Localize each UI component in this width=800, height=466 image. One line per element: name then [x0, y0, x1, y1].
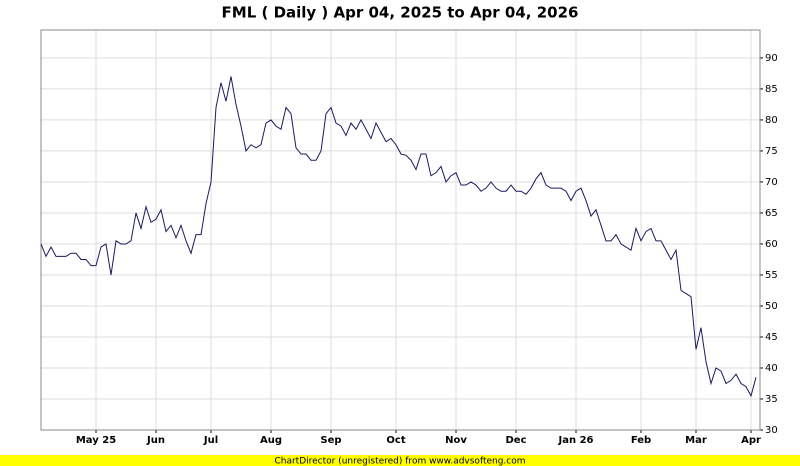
x-tick-label: Aug: [260, 435, 282, 446]
x-tick-label: Oct: [386, 435, 405, 446]
y-tick-label: 75: [765, 146, 778, 157]
y-tick-label: 40: [765, 363, 778, 374]
y-tick-label: 55: [765, 270, 778, 281]
x-tick-label: Dec: [505, 435, 526, 446]
x-tick-label: Feb: [631, 435, 651, 446]
x-tick-label: May 25: [76, 435, 116, 446]
x-tick-label: Mar: [685, 435, 707, 446]
y-tick-label: 90: [765, 53, 778, 64]
footer-bar: [0, 455, 800, 466]
chart-title: FML ( Daily ) Apr 04, 2025 to Apr 04, 20…: [222, 4, 579, 22]
plot-area: [41, 30, 760, 430]
plot-border: [40, 29, 761, 431]
y-tick-label: 80: [765, 115, 778, 126]
y-tick-label: 45: [765, 332, 778, 343]
footer-text: ChartDirector (unregistered) from www.ad…: [274, 457, 525, 466]
y-tick-label: 70: [765, 177, 778, 188]
y-tick-label: 35: [765, 394, 778, 405]
x-tick-label: Sep: [320, 435, 341, 446]
y-tick-label: 50: [765, 301, 778, 312]
y-tick-label: 30: [765, 425, 778, 436]
y-tick-label: 65: [765, 208, 778, 219]
price-line: [40, 76, 757, 398]
x-tick-label: Jan 26: [558, 435, 594, 446]
x-tick-label: Jul: [203, 435, 218, 446]
x-tick-label: Nov: [445, 435, 467, 446]
y-tick-label: 60: [765, 239, 778, 250]
x-tick-label: Jun: [146, 435, 165, 446]
x-tick-label: Apr: [741, 435, 761, 446]
y-tick-label: 85: [765, 84, 778, 95]
